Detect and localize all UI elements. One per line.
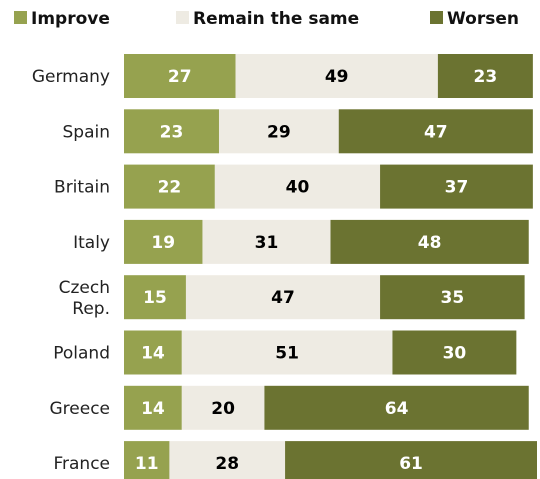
data-label: 11 (135, 454, 159, 474)
bar-segment (169, 441, 286, 479)
data-label: 22 (158, 178, 182, 198)
bar-segment (202, 219, 331, 264)
legend-label: Improve (31, 9, 110, 29)
data-label: 23 (160, 122, 184, 142)
data-label: 64 (385, 399, 409, 419)
data-label: 30 (443, 344, 467, 364)
data-label: 47 (424, 122, 448, 142)
category-label: Czech Rep. (59, 278, 110, 319)
data-label: 15 (143, 288, 167, 308)
bar-segment (124, 164, 215, 209)
bar-segment (124, 330, 182, 375)
bar-segment (181, 385, 265, 430)
category-label: Spain (63, 122, 111, 142)
bars: 27 49 23 23 29 47 22 40 37 19 31 48 15 47 35 14 51 30 14 20… (124, 54, 537, 479)
data-label: 51 (275, 344, 299, 364)
bar-segment (437, 54, 533, 98)
bar-segment (330, 219, 529, 264)
bar-segment (124, 54, 236, 98)
bar-segment (338, 109, 533, 154)
category-label: Germany (32, 67, 110, 87)
bar-segment (124, 441, 170, 479)
data-label: 31 (255, 233, 279, 253)
data-label: 35 (440, 288, 464, 308)
data-label: 61 (399, 454, 423, 474)
bar-segment (214, 164, 381, 209)
legend: Improve Remain the same Worsen (14, 9, 519, 29)
bar-segment (185, 275, 381, 320)
data-label: 40 (286, 178, 310, 198)
data-label: 19 (151, 233, 175, 253)
category-labels: Germany Spain Britain Italy Czech Rep. Poland G… (32, 67, 110, 474)
bar-segment (124, 385, 182, 430)
legend-swatch (176, 11, 189, 24)
data-label: 14 (141, 344, 165, 364)
category-label: Italy (73, 233, 110, 253)
bar-segment (124, 109, 219, 154)
data-label: 14 (141, 399, 165, 419)
data-label: 27 (168, 67, 192, 87)
data-label: 28 (215, 454, 239, 474)
legend-swatch (14, 11, 27, 24)
category-label: France (53, 454, 110, 474)
category-label: Greece (49, 399, 110, 419)
bar-segment (285, 441, 537, 479)
bar-segment (392, 330, 517, 375)
legend-label: Remain the same (193, 9, 359, 29)
bar-segment (181, 330, 393, 375)
bar-segment (380, 275, 525, 320)
data-label: 37 (445, 178, 469, 198)
legend-label: Worsen (447, 9, 519, 29)
data-label: 47 (271, 288, 295, 308)
data-label: 29 (267, 122, 291, 142)
category-label: Poland (53, 344, 110, 364)
legend-swatch (430, 11, 443, 24)
data-label: 48 (418, 233, 442, 253)
bar-segment (124, 219, 203, 264)
bar-segment (380, 164, 533, 209)
bar-segment (235, 54, 438, 98)
bar-segment (124, 275, 186, 320)
data-label: 20 (211, 399, 235, 419)
bar-segment (218, 109, 339, 154)
category-label: Britain (54, 178, 110, 198)
data-label: 49 (325, 67, 349, 87)
bar-segment (264, 385, 529, 430)
data-label: 23 (474, 67, 498, 87)
